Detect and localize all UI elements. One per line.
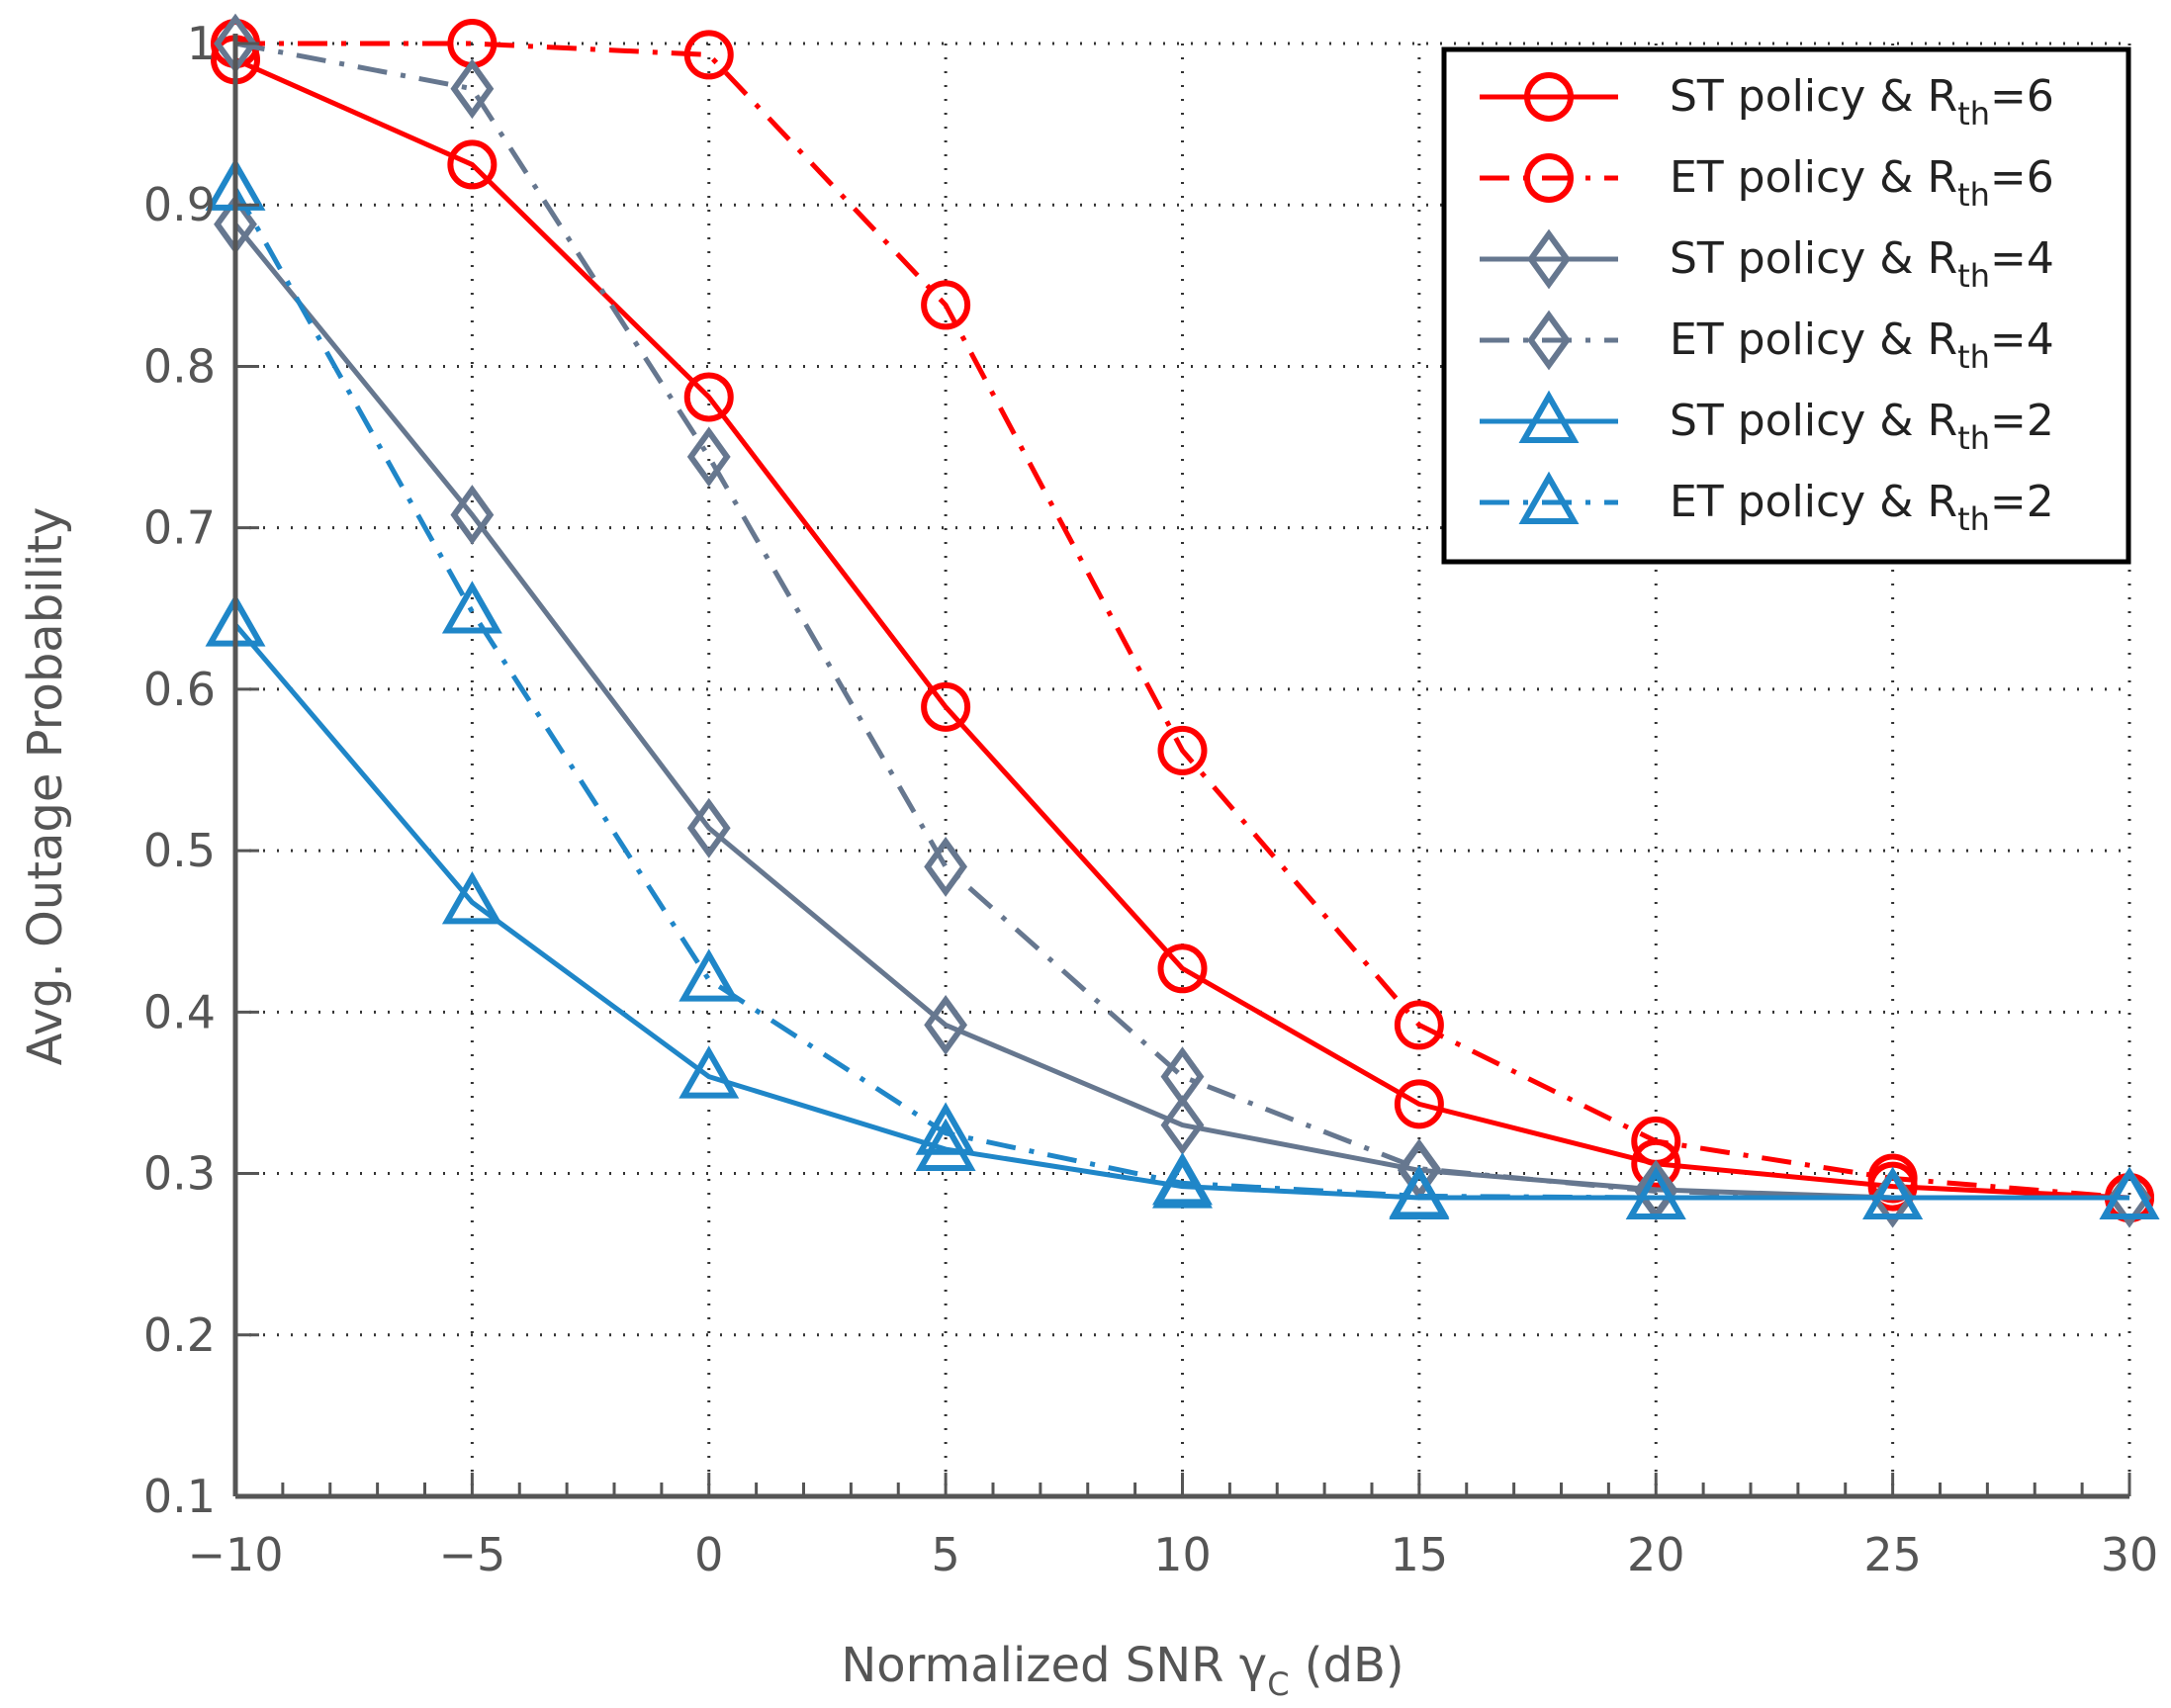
legend-label-subscript: th — [1957, 257, 1990, 295]
y-tick-label: 0.6 — [143, 663, 216, 716]
circle-marker — [447, 139, 498, 190]
series-line — [235, 41, 2130, 1201]
legend-label: ET policy & Rth=6 — [1670, 152, 2054, 214]
legend-label-main: ST policy & R — [1670, 396, 1957, 446]
diamond-marker — [1527, 228, 1571, 290]
diamond-marker — [450, 485, 495, 546]
legend-label-tail: =6 — [1990, 152, 2054, 203]
series-line — [232, 187, 2129, 1201]
y-tick-label: 0.4 — [143, 985, 216, 1038]
triangle-marker — [1389, 1165, 1450, 1218]
triangle-marker — [1518, 471, 1580, 524]
x-tick-label: −5 — [438, 1528, 505, 1581]
triangle-marker — [1518, 390, 1580, 443]
legend-label-main: ST policy & R — [1670, 233, 1957, 284]
legend-label-tail: =4 — [1990, 233, 2054, 284]
triangle-marker — [1625, 1166, 1686, 1220]
x-axis-label-main: Normalized SNR γ — [841, 1638, 1267, 1693]
legend-label-tail: =2 — [1990, 477, 2054, 527]
legend-label-subscript: th — [1957, 176, 1990, 214]
y-tick-label: 0.8 — [143, 339, 216, 393]
x-axis-label: Normalized SNR γC (dB) — [841, 1638, 1403, 1703]
legend-label-tail: =6 — [1990, 71, 2054, 122]
circle-marker — [921, 280, 971, 330]
legend-box — [1441, 46, 2131, 565]
circle-marker — [1524, 153, 1574, 203]
series-line — [233, 223, 2129, 1201]
circle-marker — [921, 681, 971, 732]
circle-marker — [1394, 1079, 1444, 1129]
legend-label-subscript: th — [1957, 338, 1990, 376]
circle-marker — [1157, 944, 1208, 994]
diamond-marker — [1527, 310, 1571, 371]
y-tick-label: 0.7 — [143, 501, 216, 555]
diamond-marker — [924, 994, 968, 1055]
x-tick-label: 10 — [1153, 1528, 1212, 1581]
y-tick-label: 1 — [187, 17, 216, 70]
circle-marker — [1157, 725, 1208, 775]
legend-label: ST policy & Rth=6 — [1670, 71, 2054, 133]
diamond-marker — [686, 426, 731, 488]
legend-label-main: ET policy & R — [1670, 152, 1957, 203]
triangle-marker — [915, 1102, 976, 1155]
y-tick-label: 0.9 — [143, 178, 216, 231]
diamond-marker — [1160, 1046, 1205, 1108]
triangle-marker — [678, 1045, 740, 1099]
y-tick-label: 0.5 — [143, 824, 216, 877]
triangle-marker — [915, 1118, 976, 1172]
legend-label-tail: =4 — [1990, 315, 2054, 365]
x-tick-label: 30 — [2101, 1528, 2159, 1581]
diamond-marker — [924, 836, 968, 897]
diamond-marker — [1160, 1095, 1205, 1156]
legend-label: ST policy & Rth=2 — [1670, 396, 2054, 457]
triangle-marker — [441, 870, 502, 925]
legend-item: ET policy & Rth=4 — [1480, 310, 2054, 376]
y-tick-label: 0.1 — [143, 1470, 216, 1523]
circle-marker — [683, 372, 734, 422]
y-tick-label: 0.2 — [143, 1308, 216, 1362]
y-axis-label: Avg. Outage Probability — [18, 507, 73, 1066]
x-tick-label: 0 — [694, 1528, 723, 1581]
y-tick-label: 0.3 — [143, 1147, 216, 1201]
legend-item: ET policy & Rth=6 — [1480, 152, 2054, 214]
legend-item: ST policy & Rth=2 — [1480, 390, 2054, 457]
legend-label-subscript: th — [1957, 419, 1990, 457]
triangle-marker — [1862, 1166, 1924, 1220]
series-group — [205, 13, 2160, 1228]
circle-marker — [1524, 72, 1574, 122]
legend-item: ST policy & Rth=4 — [1480, 228, 2054, 295]
legend-item: ST policy & Rth=6 — [1480, 71, 2054, 133]
legend-label-subscript: th — [1957, 500, 1990, 538]
legend-label: ET policy & Rth=2 — [1670, 477, 2054, 538]
series-line — [233, 57, 2130, 1201]
x-tick-label: 5 — [931, 1528, 959, 1581]
triangle-marker — [1152, 1152, 1213, 1206]
triangle-marker — [2099, 1166, 2160, 1220]
circle-marker — [1394, 1000, 1444, 1050]
legend-label-main: ET policy & R — [1670, 477, 1957, 527]
legend-label-subscript: th — [1957, 95, 1990, 133]
legend-label-tail: =2 — [1990, 396, 2054, 446]
legend-item: ET policy & Rth=2 — [1480, 471, 2054, 538]
legend-label: ST policy & Rth=4 — [1670, 233, 2054, 295]
legend-label-main: ST policy & R — [1670, 71, 1957, 122]
x-axis-label-suffix: (dB) — [1290, 1638, 1404, 1693]
legend: ST policy & Rth=6ET policy & Rth=6ST pol… — [1441, 46, 2131, 565]
x-axis-label-subscript: C — [1267, 1665, 1289, 1703]
x-tick-label: 15 — [1391, 1528, 1449, 1581]
diamond-marker — [450, 58, 495, 120]
circle-marker — [683, 30, 734, 80]
series-et-policy-r-th-2 — [205, 157, 2160, 1220]
x-tick-label: 20 — [1627, 1528, 1685, 1581]
legend-label: ET policy & Rth=4 — [1670, 315, 2054, 376]
series-line — [234, 41, 2129, 1201]
diamond-marker — [686, 797, 731, 858]
axes: −10 −5 0 5 10 15 20 25 30 0.1 0.2 0.3 0.4 0.5 0.6 0.7 0.… — [143, 17, 2158, 1581]
x-tick-label: 25 — [1863, 1528, 1922, 1581]
x-tick-label: −10 — [187, 1528, 283, 1581]
triangle-marker — [678, 948, 740, 1002]
legend-label-main: ET policy & R — [1670, 315, 1957, 365]
triangle-marker — [441, 581, 502, 634]
